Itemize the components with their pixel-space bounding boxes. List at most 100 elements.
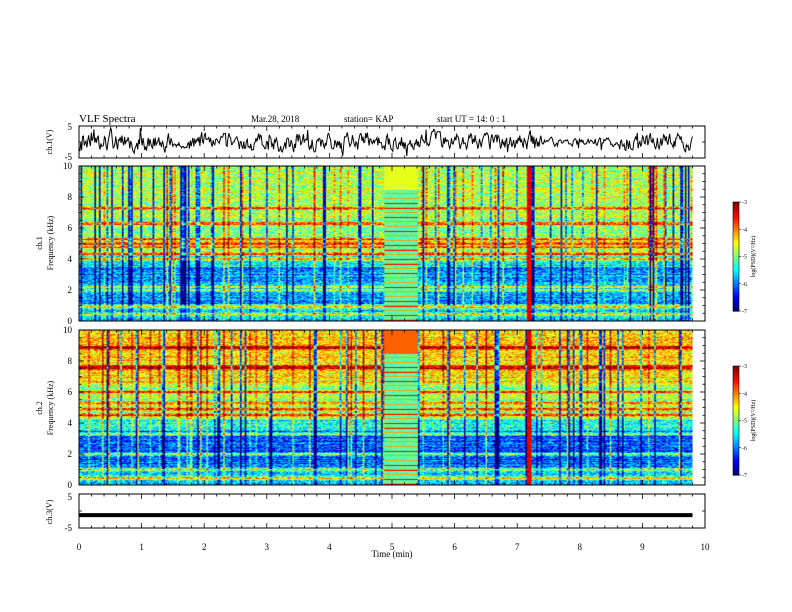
colorbar-segment	[733, 225, 739, 229]
frequency-tick-label: 4	[68, 254, 73, 264]
colorbar-segment	[733, 231, 739, 234]
colorbar-tick-label: -3	[742, 364, 747, 370]
colorbar-segment	[733, 396, 739, 400]
colorbar-segment	[733, 276, 739, 279]
frequency-tick-label: 0	[68, 480, 73, 490]
colorbar-segment	[733, 234, 739, 238]
colorbar-segment	[733, 367, 739, 371]
colorbar-segment	[733, 465, 739, 469]
colorbar-segment	[733, 398, 739, 402]
frequency-tick-label: 10	[63, 161, 73, 171]
colorbar-segment	[733, 425, 739, 429]
colorbar-segment	[733, 267, 739, 270]
colorbar-segment	[733, 436, 739, 440]
colorbar-segment	[733, 285, 739, 288]
frequency-tick-label: 2	[68, 449, 73, 459]
colorbar-segment	[733, 252, 739, 256]
ch3-ytick-bottom: -5	[65, 523, 73, 533]
colorbar-tick-label: -5	[742, 255, 747, 261]
frequency-tick-label: 6	[68, 223, 73, 233]
ch1-frequency-axis-label: Frequency (kHz)	[46, 215, 55, 270]
colorbar-segment	[733, 281, 739, 285]
ch3-waveform-minor-ticks	[79, 493, 705, 529]
colorbar-segment	[733, 274, 739, 278]
time-axis: 0 1 2 3 4 5 6 7 8 9 10	[77, 126, 710, 552]
ch2-frequency-axis-label: Frequency (kHz)	[46, 380, 55, 435]
colorbar-tick-label: -7	[742, 309, 747, 315]
colorbar-segment	[733, 378, 739, 382]
colorbar-tick-label: -6	[742, 282, 747, 288]
colorbar-segment	[733, 280, 739, 283]
colorbar-tick-label: -5	[742, 419, 747, 425]
colorbar-segment	[733, 271, 739, 274]
colorbar-segment	[733, 431, 739, 434]
colorbar-segment	[733, 420, 739, 423]
ch1-channel-label: ch.1	[35, 236, 44, 250]
frequency-tick-label: 2	[68, 285, 73, 295]
colorbar-segment	[733, 303, 739, 307]
ch1-colorbar: -3 -4 -5 -6 -7 log(PSD)(V²/Hz)	[732, 200, 757, 315]
colorbar-segment	[733, 444, 739, 447]
colorbar-tick-label: -4	[742, 227, 747, 233]
colorbar-segment	[733, 440, 739, 443]
time-tick-label: 2	[202, 542, 207, 552]
colorbar-segment	[733, 256, 739, 259]
frequency-tick-label: 0	[68, 316, 73, 326]
colorbar-segment	[733, 261, 739, 265]
colorbar-segment	[733, 241, 739, 245]
colorbar-segment	[733, 245, 739, 249]
colorbar-segment	[733, 400, 739, 403]
colorbar-segment	[733, 469, 739, 472]
colorbar-segment	[733, 371, 739, 374]
colorbar-segment	[733, 240, 739, 243]
ch3-ytick-top: 5	[68, 492, 73, 502]
colorbar-segment	[733, 214, 739, 218]
colorbar-label: log(PSD)(V²/Hz)	[750, 400, 757, 441]
ch1-ytick-top: 5	[68, 122, 73, 132]
ch1-frequency-ticks: 0 2 4 6 8 10	[63, 161, 705, 326]
colorbar-segment	[733, 209, 739, 212]
colorbar-segment	[733, 249, 739, 252]
colorbar-segment	[733, 254, 739, 258]
colorbar-segment	[733, 373, 739, 376]
ch3-waveform-ylabel: ch.3(V)	[45, 499, 54, 524]
colorbar-segment	[733, 409, 739, 413]
colorbar-segment	[733, 380, 739, 383]
colorbar-segment	[733, 227, 739, 230]
time-tick-label: 0	[77, 542, 82, 552]
colorbar-segment	[733, 451, 739, 454]
colorbar-segment	[733, 221, 739, 225]
frequency-tick-label: 6	[68, 387, 73, 397]
colorbar-segment	[733, 300, 739, 303]
time-tick-label: 5	[390, 542, 395, 552]
colorbar-segment	[733, 238, 739, 241]
colorbar-segment	[733, 212, 739, 216]
colorbar-tick-label: -6	[742, 446, 747, 452]
colorbar-segment	[733, 207, 739, 210]
ch2-colorbar: -3 -4 -5 -6 -7 log(PSD)(V²/Hz)	[732, 364, 757, 479]
frequency-tick-label: 4	[68, 418, 73, 428]
colorbar-segment	[733, 236, 739, 239]
colorbar-segment	[733, 211, 739, 214]
colorbar-segment	[733, 269, 739, 272]
ch1-waveform-trace	[78, 126, 693, 157]
colorbar-segment	[733, 202, 739, 205]
colorbar-segment	[733, 453, 739, 456]
colorbar-segment	[733, 473, 739, 476]
ch2-frequency-ticks: 0 2 4 6 8 10	[63, 325, 705, 490]
colorbar-segment	[733, 376, 739, 380]
ch1-waveform-minor-ticks	[79, 125, 705, 159]
figure-title: VLF Spectra	[79, 113, 136, 125]
colorbar-segment	[733, 447, 739, 451]
colorbar-tick-label: -4	[742, 391, 747, 397]
colorbar-segment	[733, 366, 739, 369]
colorbar-segment	[733, 203, 739, 207]
colorbar-segment	[733, 456, 739, 460]
date-label: Mar.28, 2018	[251, 114, 300, 124]
colorbar-segment	[733, 292, 739, 296]
colorbar-segment	[733, 229, 739, 232]
colorbar-segment	[733, 462, 739, 465]
time-tick-label: 4	[327, 542, 332, 552]
ch3-waveform-frame	[78, 493, 706, 529]
time-tick-label: 10	[701, 542, 711, 552]
